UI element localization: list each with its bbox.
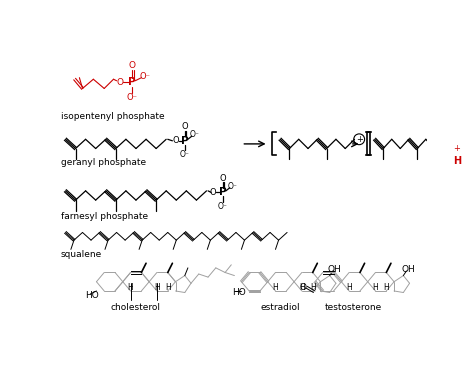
Text: H: H — [310, 283, 316, 292]
Text: O⁻: O⁻ — [228, 182, 238, 191]
Text: O: O — [116, 78, 123, 87]
Text: O: O — [172, 136, 179, 145]
Text: HO: HO — [86, 291, 100, 300]
Text: farnesyl phosphate: farnesyl phosphate — [61, 212, 148, 221]
Text: H: H — [165, 283, 171, 292]
Text: +: + — [454, 144, 460, 153]
Text: H: H — [453, 156, 461, 166]
Text: H: H — [373, 283, 378, 292]
Text: isopentenyl phosphate: isopentenyl phosphate — [61, 112, 164, 120]
Text: estradiol: estradiol — [260, 303, 300, 312]
Text: O: O — [219, 174, 226, 183]
Text: geranyl phosphate: geranyl phosphate — [61, 158, 146, 167]
Text: P: P — [219, 187, 227, 197]
Text: H: H — [299, 283, 305, 292]
Text: O: O — [299, 283, 306, 292]
Text: O⁻: O⁻ — [139, 72, 150, 81]
Text: testosterone: testosterone — [325, 303, 383, 312]
Text: H: H — [383, 283, 389, 292]
Text: HO: HO — [232, 288, 246, 297]
Text: O⁻: O⁻ — [127, 93, 137, 102]
Text: OH: OH — [328, 265, 341, 274]
Text: O: O — [182, 123, 188, 131]
Text: H: H — [128, 283, 133, 292]
Text: O: O — [128, 61, 136, 70]
Text: P: P — [128, 77, 136, 87]
Text: O⁻: O⁻ — [190, 130, 200, 139]
Text: H: H — [273, 283, 278, 292]
Text: O: O — [210, 188, 216, 197]
Text: +: + — [356, 135, 363, 144]
Text: H: H — [346, 283, 352, 292]
Text: O⁻: O⁻ — [180, 150, 190, 159]
Text: cholesterol: cholesterol — [110, 303, 160, 312]
Text: P: P — [181, 136, 189, 146]
Text: squalene: squalene — [61, 250, 102, 259]
Text: OH: OH — [401, 265, 415, 274]
Text: O⁻: O⁻ — [218, 202, 228, 211]
Text: H: H — [154, 283, 160, 292]
